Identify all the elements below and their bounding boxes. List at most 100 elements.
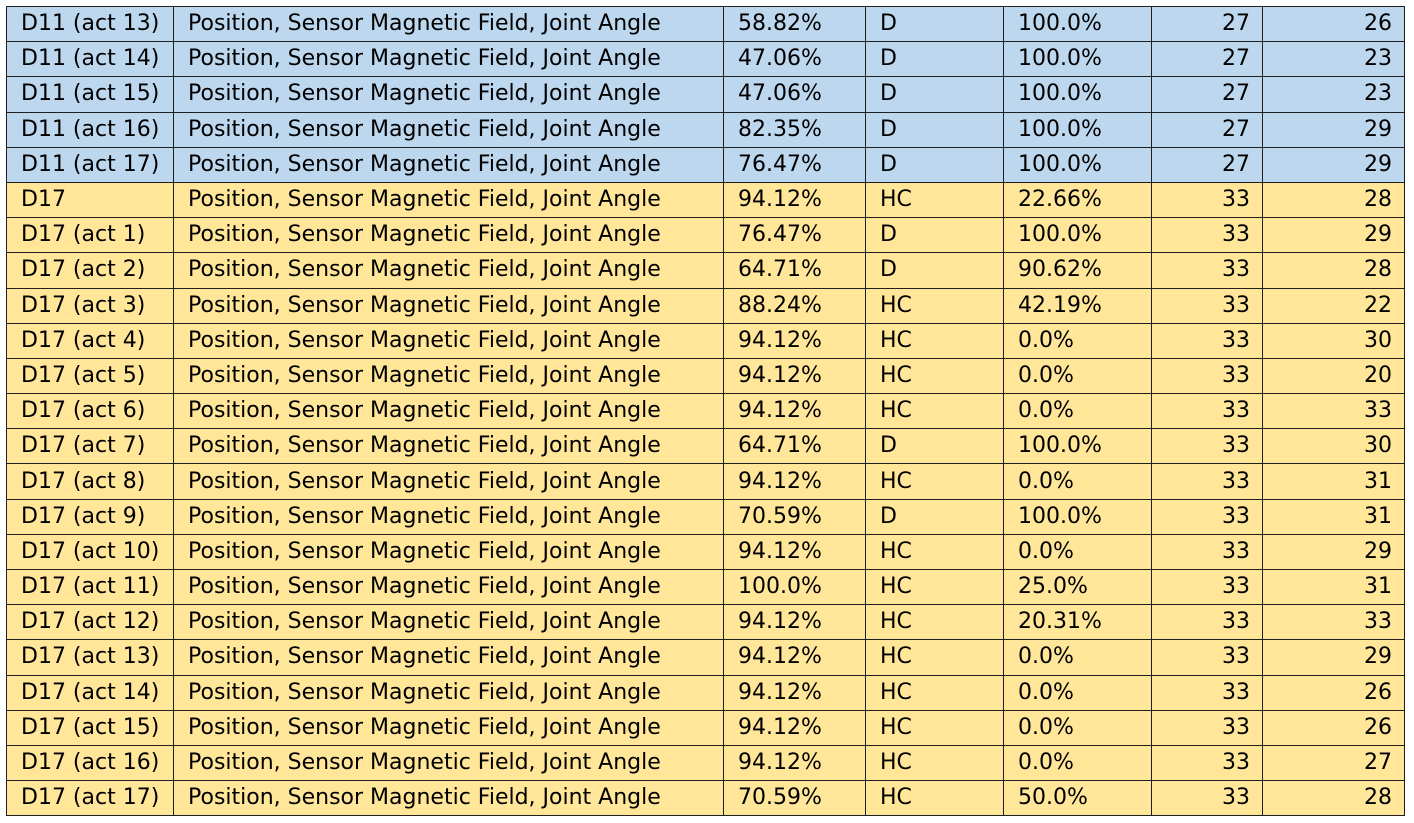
cell-class: HC [865, 639, 1004, 676]
cell-count-2: 31 [1262, 498, 1405, 535]
cell-accuracy: 47.06% [723, 76, 866, 113]
cell-percent: 100.0% [1003, 498, 1152, 535]
cell-condition: D17 (act 12) [6, 604, 174, 641]
cell-class: D [865, 41, 1004, 78]
cell-accuracy: 94.12% [723, 463, 866, 500]
cell-sensors: Position, Sensor Magnetic Field, Joint A… [173, 76, 724, 113]
cell-condition: D17 (act 13) [6, 639, 174, 676]
table-row: D17 (act 8) Position, Sensor Magnetic Fie… [6, 463, 1405, 500]
cell-count-1: 33 [1151, 181, 1263, 219]
table-row: D17 (act 7) Position, Sensor Magnetic Fie… [6, 428, 1405, 465]
cell-class: HC [865, 533, 1004, 571]
cell-percent: 100.0% [1003, 41, 1152, 78]
table-row: D17 (act 17) Position, Sensor Magnetic Fi… [6, 780, 1405, 817]
cell-count-1: 33 [1151, 533, 1263, 571]
cell-percent: 22.66% [1003, 181, 1152, 219]
cell-class: HC [865, 604, 1004, 641]
table-body: D11 (act 13) Position, Sensor Magnetic Fi… [6, 5, 1405, 817]
cell-condition: D17 (act 10) [6, 533, 174, 571]
cell-accuracy: 88.24% [723, 287, 866, 324]
cell-class: HC [865, 463, 1004, 500]
cell-count-1: 33 [1151, 322, 1263, 359]
cell-condition: D17 (act 8) [6, 463, 174, 500]
cell-sensors: Position, Sensor Magnetic Field, Joint A… [173, 287, 724, 324]
cell-accuracy: 58.82% [723, 5, 866, 43]
cell-sensors: Position, Sensor Magnetic Field, Joint A… [173, 252, 724, 289]
cell-count-2: 22 [1262, 287, 1405, 324]
cell-percent: 50.0% [1003, 780, 1152, 817]
cell-class: HC [865, 393, 1004, 430]
cell-class: HC [865, 357, 1004, 395]
cell-percent: 90.62% [1003, 252, 1152, 289]
cell-count-1: 27 [1151, 41, 1263, 78]
cell-accuracy: 94.12% [723, 533, 866, 571]
cell-count-1: 33 [1151, 428, 1263, 465]
cell-sensors: Position, Sensor Magnetic Field, Joint A… [173, 709, 724, 746]
cell-percent: 100.0% [1003, 5, 1152, 43]
cell-accuracy: 94.12% [723, 181, 866, 219]
cell-class: HC [865, 744, 1004, 782]
cell-count-2: 29 [1262, 533, 1405, 571]
cell-condition: D17 (act 7) [6, 428, 174, 465]
table-row: D17 (act 9) Position, Sensor Magnetic Fie… [6, 498, 1405, 535]
cell-sensors: Position, Sensor Magnetic Field, Joint A… [173, 5, 724, 43]
table-row: D11 (act 16) Position, Sensor Magnetic Fi… [6, 111, 1405, 148]
cell-sensors: Position, Sensor Magnetic Field, Joint A… [173, 568, 724, 606]
table-row: D11 (act 14) Position, Sensor Magnetic Fi… [6, 41, 1405, 78]
cell-count-2: 28 [1262, 252, 1405, 289]
table-row: D11 (act 15) Position, Sensor Magnetic Fi… [6, 76, 1405, 113]
table-row: D17 (act 15) Position, Sensor Magnetic Fi… [6, 709, 1405, 746]
cell-condition: D17 (act 5) [6, 357, 174, 395]
cell-sensors: Position, Sensor Magnetic Field, Joint A… [173, 146, 724, 183]
cell-condition: D11 (act 16) [6, 111, 174, 148]
table-row: D11 (act 13) Position, Sensor Magnetic Fi… [6, 5, 1405, 43]
table-row: D17 (act 13) Position, Sensor Magnetic Fi… [6, 639, 1405, 676]
cell-percent: 0.0% [1003, 357, 1152, 395]
cell-accuracy: 94.12% [723, 744, 866, 782]
cell-sensors: Position, Sensor Magnetic Field, Joint A… [173, 498, 724, 535]
cell-sensors: Position, Sensor Magnetic Field, Joint A… [173, 463, 724, 500]
cell-count-2: 29 [1262, 146, 1405, 183]
cell-accuracy: 70.59% [723, 498, 866, 535]
cell-sensors: Position, Sensor Magnetic Field, Joint A… [173, 111, 724, 148]
cell-condition: D11 (act 14) [6, 41, 174, 78]
table-row: D17 (act 6) Position, Sensor Magnetic Fie… [6, 393, 1405, 430]
cell-sensors: Position, Sensor Magnetic Field, Joint A… [173, 428, 724, 465]
cell-sensors: Position, Sensor Magnetic Field, Joint A… [173, 744, 724, 782]
cell-accuracy: 94.12% [723, 322, 866, 359]
cell-sensors: Position, Sensor Magnetic Field, Joint A… [173, 393, 724, 430]
cell-percent: 20.31% [1003, 604, 1152, 641]
cell-count-2: 26 [1262, 674, 1405, 711]
cell-percent: 100.0% [1003, 217, 1152, 254]
cell-percent: 25.0% [1003, 568, 1152, 606]
cell-count-2: 31 [1262, 463, 1405, 500]
cell-count-1: 27 [1151, 76, 1263, 113]
table-row: D17 (act 1) Position, Sensor Magnetic Fie… [6, 217, 1405, 254]
cell-accuracy: 70.59% [723, 780, 866, 817]
cell-accuracy: 100.0% [723, 568, 866, 606]
cell-class: HC [865, 674, 1004, 711]
cell-count-2: 29 [1262, 639, 1405, 676]
cell-class: HC [865, 709, 1004, 746]
cell-condition: D11 (act 17) [6, 146, 174, 183]
cell-sensors: Position, Sensor Magnetic Field, Joint A… [173, 217, 724, 254]
cell-sensors: Position, Sensor Magnetic Field, Joint A… [173, 674, 724, 711]
cell-sensors: Position, Sensor Magnetic Field, Joint A… [173, 357, 724, 395]
cell-accuracy: 47.06% [723, 41, 866, 78]
table-row: D17 (act 4) Position, Sensor Magnetic Fie… [6, 322, 1405, 359]
cell-class: D [865, 428, 1004, 465]
cell-count-1: 33 [1151, 463, 1263, 500]
cell-count-2: 31 [1262, 568, 1405, 606]
cell-percent: 0.0% [1003, 674, 1152, 711]
cell-count-1: 27 [1151, 5, 1263, 43]
cell-class: HC [865, 568, 1004, 606]
cell-condition: D17 [6, 181, 174, 219]
cell-condition: D11 (act 13) [6, 5, 174, 43]
cell-count-2: 28 [1262, 780, 1405, 817]
cell-count-1: 33 [1151, 639, 1263, 676]
table-row: D17 (act 5) Position, Sensor Magnetic Fie… [6, 357, 1405, 395]
cell-count-2: 26 [1262, 5, 1405, 43]
cell-count-1: 33 [1151, 357, 1263, 395]
cell-accuracy: 76.47% [723, 217, 866, 254]
table-row: D17 Position, Sensor Magnetic Field, Join… [6, 181, 1405, 219]
